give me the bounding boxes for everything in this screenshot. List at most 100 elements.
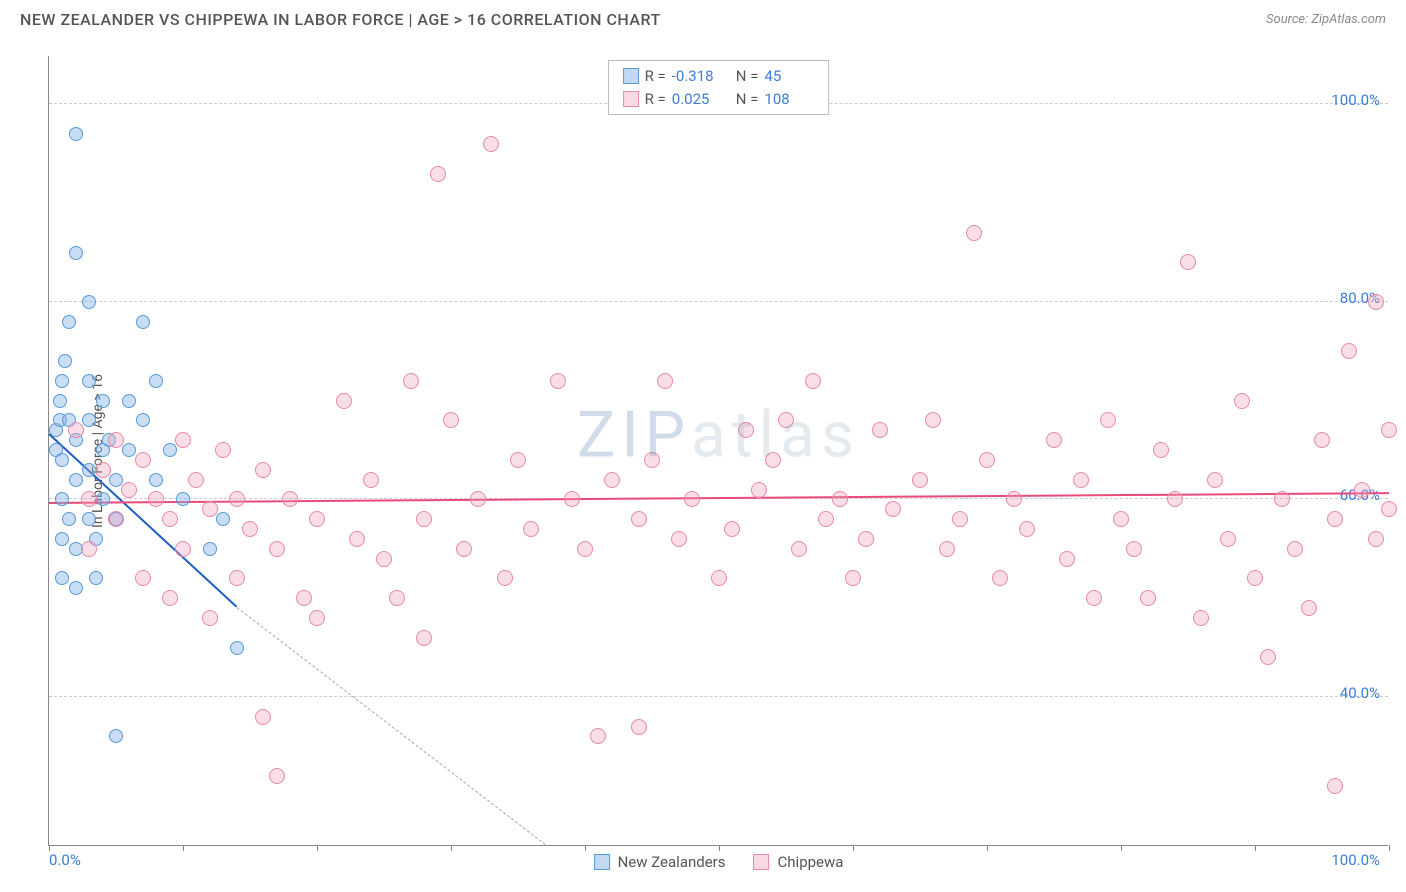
data-point — [229, 491, 245, 507]
scatter-chart: In Labor Force | Age > 16 40.0%60.0%80.0… — [48, 56, 1388, 846]
data-point — [81, 491, 97, 507]
data-point — [765, 452, 781, 468]
trend-line-extrapolated — [236, 607, 545, 845]
data-point — [109, 729, 123, 743]
data-point — [724, 521, 740, 537]
data-point — [1354, 482, 1370, 498]
data-point — [403, 373, 419, 389]
data-point — [82, 374, 96, 388]
data-point — [121, 482, 137, 498]
data-point — [269, 768, 285, 784]
data-point — [55, 492, 69, 506]
data-point — [751, 482, 767, 498]
data-point — [55, 532, 69, 546]
data-point — [149, 473, 163, 487]
data-point — [96, 394, 110, 408]
data-point — [1368, 531, 1384, 547]
x-axis-min-label: 0.0% — [49, 851, 81, 869]
data-point — [1260, 649, 1276, 665]
data-point — [483, 136, 499, 152]
data-point — [738, 422, 754, 438]
data-point — [376, 551, 392, 567]
data-point — [53, 394, 67, 408]
data-point — [805, 373, 821, 389]
data-point — [309, 511, 325, 527]
stat-n-label: N = — [736, 88, 759, 111]
data-point — [671, 531, 687, 547]
data-point — [69, 473, 83, 487]
data-point — [202, 501, 218, 517]
data-point — [416, 630, 432, 646]
x-axis-tick — [1389, 845, 1390, 851]
data-point — [443, 412, 459, 428]
data-point — [1327, 511, 1343, 527]
watermark: ZIPatlas — [577, 397, 860, 472]
data-point — [1113, 511, 1129, 527]
data-point — [550, 373, 566, 389]
data-point — [1193, 610, 1209, 626]
data-point — [1301, 600, 1317, 616]
data-point — [1314, 432, 1330, 448]
data-point — [1100, 412, 1116, 428]
data-point — [430, 166, 446, 182]
data-point — [89, 571, 103, 585]
data-point — [82, 413, 96, 427]
data-point — [1381, 422, 1397, 438]
legend-item-nz: New Zealanders — [594, 853, 726, 871]
data-point — [684, 491, 700, 507]
data-point — [136, 315, 150, 329]
data-point — [1126, 541, 1142, 557]
data-point — [510, 452, 526, 468]
data-point — [778, 412, 794, 428]
data-point — [1046, 432, 1062, 448]
stat-n-value: 108 — [764, 88, 814, 111]
data-point — [925, 412, 941, 428]
x-axis-tick — [987, 845, 988, 851]
data-point — [349, 531, 365, 547]
stat-r-label: R = — [645, 88, 666, 111]
data-point — [269, 541, 285, 557]
data-point — [577, 541, 593, 557]
data-point — [149, 374, 163, 388]
data-point — [1368, 294, 1384, 310]
data-point — [711, 570, 727, 586]
data-point — [657, 373, 673, 389]
data-point — [82, 512, 96, 526]
data-point — [363, 472, 379, 488]
data-point — [1287, 541, 1303, 557]
data-point — [1247, 570, 1263, 586]
data-point — [175, 541, 191, 557]
stats-row-chippewa: R = 0.025 N = 108 — [623, 88, 815, 111]
data-point — [109, 473, 123, 487]
swatch-icon — [623, 68, 639, 84]
data-point — [255, 462, 271, 478]
data-point — [163, 443, 177, 457]
data-point — [176, 492, 190, 506]
data-point — [203, 542, 217, 556]
data-point — [68, 422, 84, 438]
data-point — [644, 452, 660, 468]
data-point — [1167, 491, 1183, 507]
data-point — [58, 354, 72, 368]
chart-legend: New Zealanders Chippewa — [594, 853, 844, 871]
x-axis-tick — [1255, 845, 1256, 851]
data-point — [872, 422, 888, 438]
swatch-icon — [754, 854, 770, 870]
data-point — [95, 462, 111, 478]
legend-item-chippewa: Chippewa — [754, 853, 844, 871]
data-point — [416, 511, 432, 527]
data-point — [845, 570, 861, 586]
y-axis-tick-label: 40.0% — [1340, 684, 1380, 702]
stat-r-value: -0.318 — [672, 65, 722, 88]
data-point — [992, 570, 1008, 586]
data-point — [1327, 778, 1343, 794]
data-point — [497, 570, 513, 586]
data-point — [1220, 531, 1236, 547]
data-point — [242, 521, 258, 537]
data-point — [966, 225, 982, 241]
stat-n-label: N = — [736, 65, 759, 88]
data-point — [1140, 590, 1156, 606]
data-point — [175, 432, 191, 448]
x-axis-tick — [719, 845, 720, 851]
data-point — [148, 491, 164, 507]
